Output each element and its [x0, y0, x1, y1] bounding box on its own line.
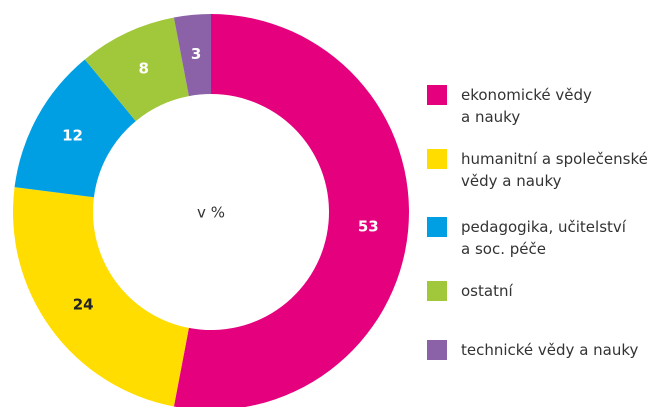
legend-item: ekonomické vědy a nauky	[427, 84, 662, 128]
legend-label: humanitní a společenské vědy a nauky	[461, 150, 648, 190]
value-label: 8	[139, 60, 149, 78]
legend-swatch	[427, 281, 447, 301]
legend-item: technické vědy a nauky	[427, 339, 662, 361]
legend-swatch	[427, 217, 447, 237]
slice	[173, 14, 211, 97]
legend-item: humanitní a společenské vědy a nauky	[427, 148, 662, 192]
legend-swatch	[427, 340, 447, 360]
legend-swatch	[427, 85, 447, 105]
legend-label: pedagogika, učitelství a soc. péče	[461, 218, 626, 258]
value-label: 3	[191, 45, 201, 63]
legend-label: ostatní	[461, 282, 513, 300]
legend-label: technické vědy a nauky	[461, 341, 639, 359]
legend-item: pedagogika, učitelství a soc. péče	[427, 216, 662, 260]
legend-label: ekonomické vědy a nauky	[461, 86, 592, 126]
slice	[14, 59, 136, 198]
slice	[173, 14, 409, 407]
legend-swatch	[427, 149, 447, 169]
slice	[13, 187, 189, 407]
legend-item: ostatní	[427, 280, 662, 302]
value-label: 53	[358, 217, 379, 235]
value-label: 24	[73, 295, 94, 313]
slice	[84, 17, 189, 122]
value-label: 12	[62, 126, 83, 144]
center-label: v %	[197, 204, 225, 222]
